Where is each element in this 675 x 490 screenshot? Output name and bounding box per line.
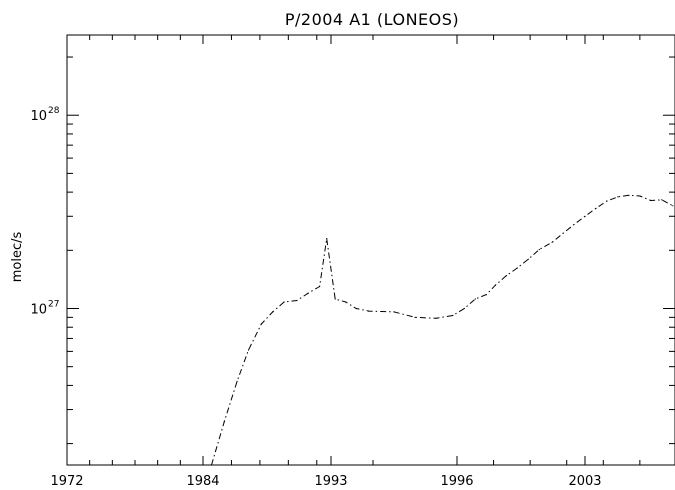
y-tick-label-1e28: 10 28: [30, 106, 59, 124]
data-point: [223, 421, 225, 423]
data-point: [562, 232, 564, 234]
data-point: [345, 301, 347, 303]
plot-frame: [66, 34, 675, 466]
x-tick-label-1972: 1972: [50, 474, 83, 489]
data-point: [516, 267, 518, 269]
data-point: [661, 199, 663, 201]
data-point: [639, 195, 641, 197]
data-point: [307, 292, 309, 294]
data-point: [628, 194, 630, 196]
data-point: [272, 311, 274, 313]
x-tick-label-1984: 1984: [186, 474, 219, 489]
chart-title: P/2004 A1 (LONEOS): [285, 10, 459, 29]
x-tick-label-1993: 1993: [314, 474, 347, 489]
data-point: [296, 299, 298, 302]
data-point: [672, 205, 674, 207]
y-tick-label-1e27: 10 27: [30, 299, 59, 317]
data-point: [538, 248, 540, 251]
data-point: [260, 323, 262, 325]
y-axis-label: molec/s: [10, 232, 25, 283]
y-tick-label-base: 10: [30, 302, 47, 317]
data-point: [595, 207, 597, 209]
x-tick-label-1996: 1996: [440, 474, 473, 489]
y-tick-label-exponent: 28: [48, 106, 60, 116]
data-point: [650, 199, 652, 202]
data-point: [551, 241, 553, 243]
data-point: [236, 380, 238, 382]
series-line-0: [211, 194, 674, 466]
data-point: [326, 238, 328, 240]
data-point: [435, 317, 437, 319]
data-point: [606, 200, 608, 202]
data-point: [393, 311, 395, 313]
x-tick-label-2003: 2003: [568, 474, 601, 489]
data-point: [505, 275, 507, 277]
data-point: [355, 307, 357, 310]
data-point: [494, 284, 496, 286]
data-point: [527, 258, 529, 260]
data-point: [368, 310, 370, 312]
data-point: [247, 349, 250, 351]
data-point: [485, 294, 487, 296]
y-tick-label-exponent: 27: [48, 299, 59, 309]
data-point: [463, 307, 465, 310]
y-tick-label-base: 10: [30, 109, 47, 124]
data-point: [617, 196, 619, 198]
data-point: [584, 215, 586, 217]
data-point: [474, 298, 476, 300]
data-point: [573, 223, 575, 226]
data-point: [414, 316, 416, 318]
data-point: [210, 464, 213, 466]
data-point: [283, 301, 285, 303]
data-point: [319, 285, 321, 288]
data-point: [334, 298, 336, 300]
data-point: [452, 314, 454, 317]
